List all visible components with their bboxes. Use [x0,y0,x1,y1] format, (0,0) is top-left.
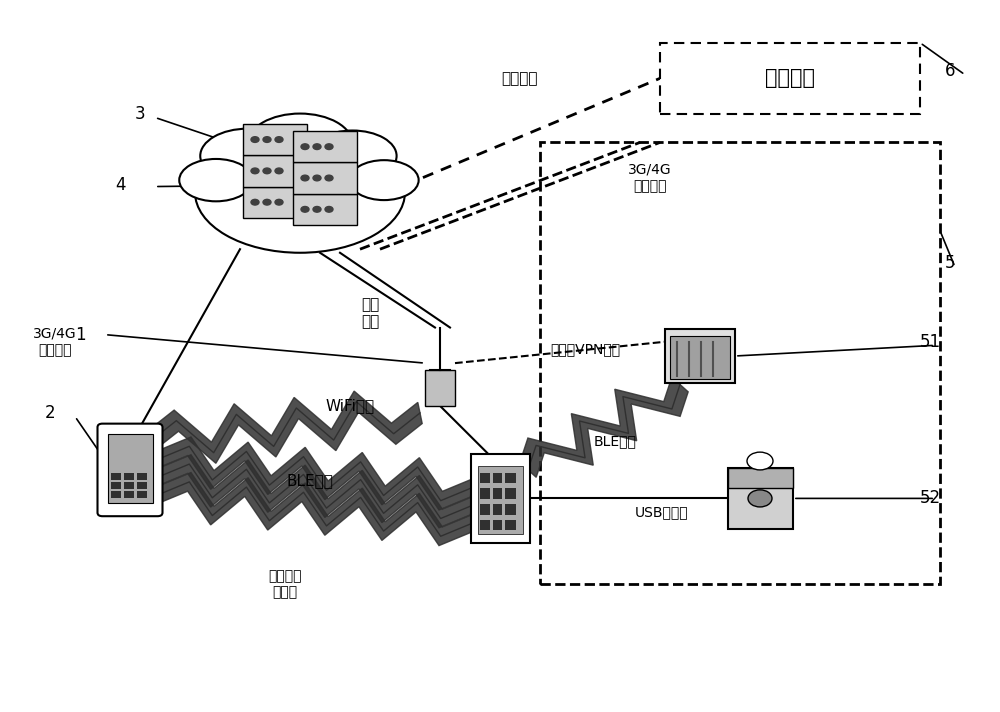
Text: 近场磁通
信链路: 近场磁通 信链路 [268,569,302,599]
Ellipse shape [248,113,352,174]
Bar [505,488,516,499]
Bar [136,491,146,498]
FancyBboxPatch shape [98,424,162,516]
Polygon shape [156,473,474,545]
Circle shape [251,137,259,142]
FancyBboxPatch shape [243,155,307,187]
Bar [670,336,730,379]
Circle shape [263,168,271,174]
Text: 支付平台: 支付平台 [765,68,815,88]
Text: BLE链路: BLE链路 [287,473,333,488]
Circle shape [263,137,271,142]
Text: 3: 3 [135,105,145,123]
Bar [136,473,146,480]
Ellipse shape [747,452,773,470]
Text: 4: 4 [115,176,125,194]
Text: WiFi链路: WiFi链路 [325,398,375,414]
Bar [728,468,792,528]
Text: 3G/4G
无线链路: 3G/4G 无线链路 [628,163,672,193]
Circle shape [263,199,271,205]
Bar [665,329,735,383]
Bar [728,468,792,488]
FancyBboxPatch shape [243,124,307,155]
Text: 公网
链路: 公网 链路 [361,297,379,330]
Ellipse shape [308,130,397,182]
Text: 2: 2 [45,404,55,422]
Bar [124,473,134,480]
Bar [111,482,121,489]
Circle shape [313,175,321,181]
Text: 5: 5 [945,254,955,273]
Circle shape [325,175,333,181]
Ellipse shape [179,159,253,201]
Bar [540,142,940,584]
Bar [492,504,502,515]
Bar [480,473,490,483]
Circle shape [301,144,309,150]
Polygon shape [156,437,474,510]
Bar [505,520,516,530]
Circle shape [313,206,321,212]
FancyBboxPatch shape [293,194,357,225]
Bar [492,488,502,499]
Circle shape [275,137,283,142]
Circle shape [251,199,259,205]
Ellipse shape [200,129,295,183]
FancyBboxPatch shape [243,187,307,218]
Bar [505,504,516,515]
Text: USB或串口: USB或串口 [635,506,689,520]
Circle shape [301,175,309,181]
Bar [492,473,502,483]
Text: 6: 6 [945,62,955,80]
Bar [111,491,121,498]
Bar [124,482,134,489]
Text: BLE链路: BLE链路 [594,434,636,449]
Circle shape [325,144,333,150]
Polygon shape [156,455,474,528]
Text: 3G/4G
无线链路: 3G/4G 无线链路 [33,327,77,357]
Circle shape [275,199,283,205]
Bar [480,504,490,515]
Bar [480,520,490,530]
Bar [478,466,522,534]
FancyBboxPatch shape [660,43,920,114]
Circle shape [251,168,259,174]
FancyBboxPatch shape [471,454,530,543]
Text: 51: 51 [919,333,941,351]
Text: 52: 52 [919,489,941,508]
Circle shape [313,144,321,150]
Text: 公网或VPN链路: 公网或VPN链路 [550,342,620,356]
Ellipse shape [349,160,419,200]
Ellipse shape [195,132,405,253]
Circle shape [275,168,283,174]
Bar [111,473,121,480]
Bar [136,482,146,489]
Circle shape [325,206,333,212]
Bar [492,520,502,530]
FancyBboxPatch shape [108,434,153,503]
Circle shape [748,490,772,507]
Polygon shape [520,377,688,477]
FancyBboxPatch shape [293,131,357,162]
FancyBboxPatch shape [293,162,357,194]
Polygon shape [148,391,422,464]
Bar [124,491,134,498]
Bar [425,370,455,406]
Text: 支付接口: 支付接口 [502,70,538,86]
Bar [480,488,490,499]
Circle shape [301,206,309,212]
Text: 1: 1 [75,325,85,344]
Bar [505,473,516,483]
